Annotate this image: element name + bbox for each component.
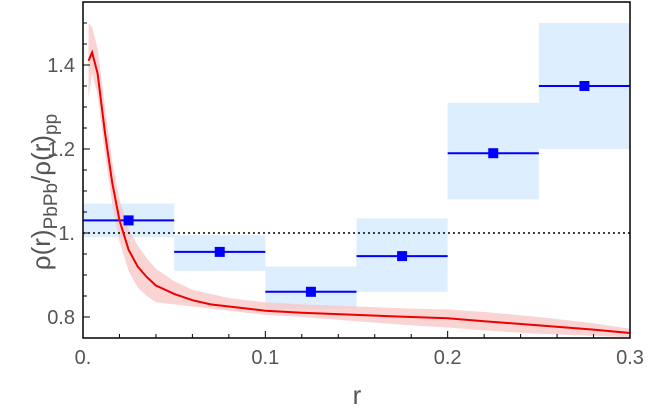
theory-curve [87,49,631,334]
data-markers [123,81,590,297]
y-tick-label: 1.4 [47,55,75,77]
data-point-1 [123,215,134,226]
x-tick-label: 0.2 [434,347,462,369]
x-axis-label: r [353,380,362,410]
y-axis-label-rho2: /ρ(r) [26,135,56,183]
data-point-3 [305,286,316,297]
y-axis-label: ρ(r)PbPb/ρ(r)pp [26,114,62,270]
x-tick-label: 0.1 [251,347,279,369]
y-tick-label: 0.8 [47,307,75,329]
x-tick-label: 0.3 [616,347,644,369]
data-point-4 [397,251,408,262]
uncertainty-bands [83,23,630,309]
x-tick-label: 0. [75,347,92,369]
y-tick-label: 1. [58,223,75,245]
data-point-5 [488,148,499,159]
data-point-6 [579,81,590,91]
y-axis-label-rho: ρ(r) [26,229,56,270]
y-axis-ticks: 0.8 1. 1.2 1.4 [47,22,90,329]
y-tick-label: 1.2 [47,139,75,161]
y-axis-label-sub1: PbPb [41,183,62,229]
x-axis-ticks: 0. 0.1 0.2 0.3 [75,331,644,369]
data-point-2 [214,246,225,257]
y-axis-label-sub2: pp [41,114,62,135]
